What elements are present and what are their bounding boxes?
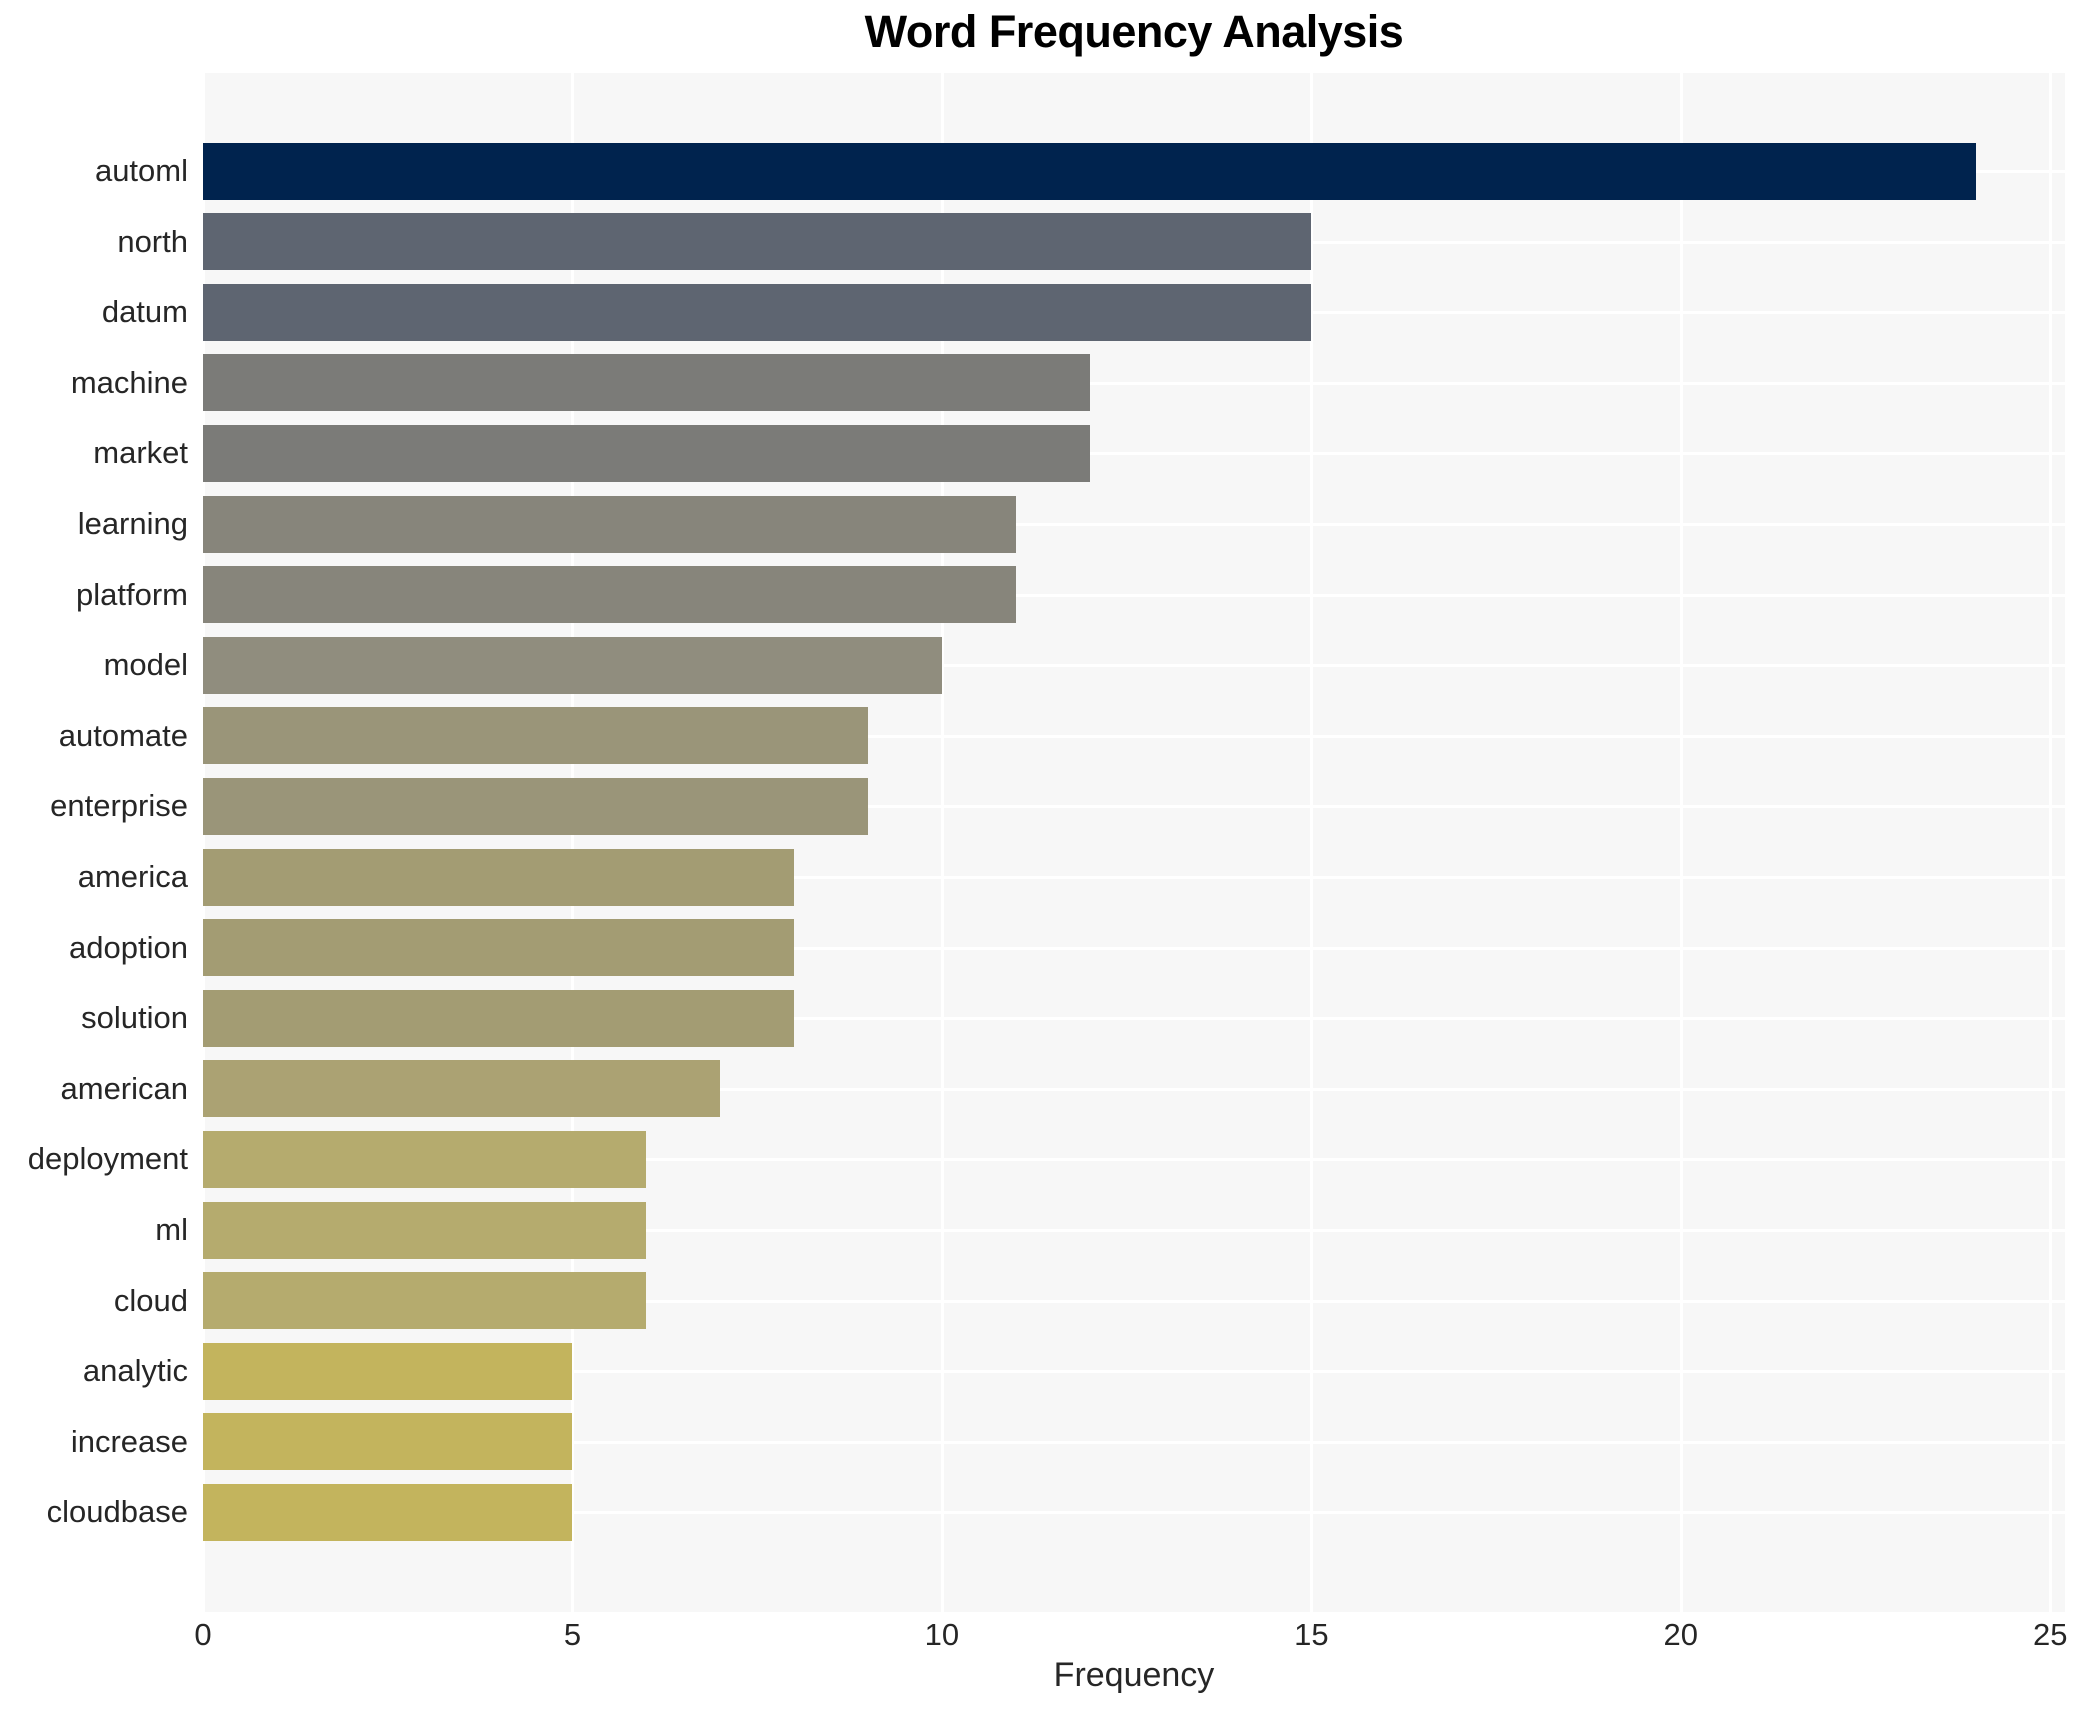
x-tick-label-5: 5 (563, 1617, 582, 1652)
category-label-solution: solution (81, 1000, 188, 1036)
category-label-cloudbase: cloudbase (46, 1494, 188, 1530)
bar-datum (203, 283, 1312, 341)
category-label-increase: increase (70, 1423, 188, 1459)
category-label-datum: datum (101, 294, 188, 330)
x-gridline (1310, 73, 1314, 1612)
bar-american (203, 1060, 721, 1118)
y-gridline (203, 1017, 2065, 1021)
x-gridline (2049, 73, 2053, 1612)
bar-cloud (203, 1272, 647, 1330)
x-tick-label-20: 20 (1663, 1617, 1698, 1652)
category-label-american: american (60, 1070, 189, 1106)
x-tick-label-15: 15 (1294, 1617, 1329, 1652)
category-label-america: america (77, 859, 188, 894)
bar-market (203, 424, 1090, 482)
y-gridline (203, 1440, 2065, 1444)
bar-america (203, 848, 795, 906)
plot-area (202, 73, 2065, 1612)
category-label-enterprise: enterprise (50, 788, 188, 824)
bar-automate (203, 707, 868, 765)
category-label-ml: ml (155, 1212, 188, 1247)
bar-adoption (203, 919, 795, 977)
y-gridline (203, 1511, 2065, 1515)
bar-north (203, 213, 1312, 271)
bar-increase (203, 1413, 573, 1471)
x-tick-label-10: 10 (924, 1617, 960, 1652)
bar-automl (203, 142, 1977, 200)
y-gridline (203, 1087, 2065, 1091)
x-gridline (571, 73, 575, 1612)
x-axis-label: Frequency (1053, 1656, 1215, 1694)
x-gridline (202, 73, 205, 1612)
y-gridline (203, 946, 2065, 950)
bar-enterprise (203, 777, 868, 835)
x-tick-label-0: 0 (194, 1617, 212, 1652)
bar-machine (203, 354, 1090, 412)
y-gridline (203, 1370, 2065, 1374)
bar-analytic (203, 1342, 573, 1400)
y-gridline (203, 734, 2065, 738)
category-label-deployment: deployment (27, 1141, 188, 1177)
category-label-machine: machine (70, 364, 188, 400)
category-label-analytic: analytic (82, 1353, 188, 1389)
category-label-platform: platform (76, 576, 188, 612)
category-label-north: north (117, 223, 188, 259)
y-gridline (203, 381, 2065, 385)
bar-solution (203, 989, 795, 1047)
y-gridline (203, 1229, 2065, 1232)
bar-platform (203, 566, 1016, 624)
bar-cloudbase (203, 1483, 573, 1541)
bar-deployment (203, 1130, 647, 1188)
bar-ml (203, 1201, 647, 1259)
y-gridline (203, 452, 2065, 456)
bar-model (203, 636, 942, 694)
y-gridline (203, 1299, 2065, 1303)
category-label-model: model (103, 647, 188, 683)
y-gridline (203, 523, 2065, 526)
x-gridline (940, 73, 944, 1612)
bar-learning (203, 495, 1016, 553)
y-gridline (203, 593, 2065, 597)
y-gridline (203, 1158, 2065, 1162)
y-gridline (203, 664, 2065, 668)
category-label-learning: learning (77, 506, 188, 541)
x-gridline (1679, 73, 1683, 1612)
category-label-automate: automate (58, 717, 188, 753)
x-tick-label-25: 25 (2032, 1617, 2068, 1652)
category-label-market: market (93, 435, 188, 471)
y-gridline (203, 805, 2065, 809)
category-label-adoption: adoption (69, 929, 188, 965)
category-label-automl: automl (94, 153, 188, 188)
y-gridline (203, 876, 2065, 879)
chart-title: Word Frequency Analysis (864, 6, 1404, 57)
category-label-cloud: cloud (113, 1282, 188, 1318)
